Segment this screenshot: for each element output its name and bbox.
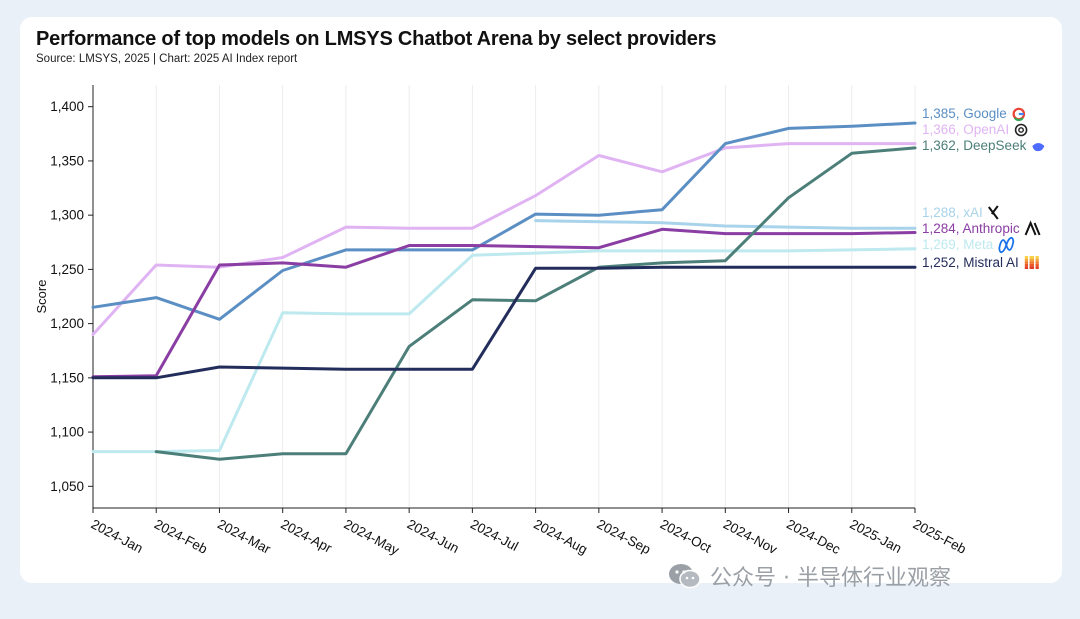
y-tick-label: 1,100 <box>50 425 84 440</box>
y-tick-label: 1,350 <box>50 153 84 168</box>
end-label-text-google: 1,385, Google <box>922 106 1007 121</box>
x-tick-label: 2024-Nov <box>721 516 780 557</box>
x-tick-label: 2025-Jan <box>847 516 904 556</box>
series-line-google <box>91 121 917 321</box>
xai-icon <box>987 205 999 220</box>
x-tick-label: 2024-Mar <box>215 516 274 557</box>
end-label-deepseek: 1,362, DeepSeek <box>922 138 1045 153</box>
x-tick-label: 2024-Jun <box>405 516 462 556</box>
wechat-icon <box>668 562 702 590</box>
google-icon <box>1012 107 1026 122</box>
series-line-meta <box>91 247 917 454</box>
y-axis-title: Score <box>34 280 49 314</box>
x-tick-label: 2024-Feb <box>152 516 210 556</box>
chart-subtitle: Source: LMSYS, 2025 | Chart: 2025 AI Ind… <box>36 53 298 65</box>
y-tick-label: 1,400 <box>50 99 84 114</box>
y-tick-label: 1,300 <box>50 208 84 223</box>
end-label-mistral-ai: 1,252, Mistral AI <box>922 255 1039 270</box>
end-label-text-xai: 1,288, xAI <box>922 205 983 220</box>
end-label-text-openai: 1,366, OpenAI <box>922 122 1009 137</box>
x-tick-label: 2024-May <box>342 516 402 558</box>
end-label-openai: 1,366, OpenAI <box>922 122 1028 137</box>
y-tick-label: 1,150 <box>50 370 84 385</box>
watermark: 公众号 · 半导体行业观察 <box>668 560 951 592</box>
deepseek-icon <box>1032 143 1045 152</box>
y-tick-label: 1,050 <box>50 479 84 494</box>
end-label-xai: 1,288, xAI <box>922 205 999 220</box>
anthropic-icon <box>1024 220 1041 236</box>
x-tick-label: 2024-Oct <box>658 516 714 555</box>
meta-icon <box>998 236 1015 254</box>
series-line-mistral-ai <box>91 265 917 380</box>
y-tick-label: 1,250 <box>50 262 84 277</box>
y-tick-label: 1,200 <box>50 316 84 331</box>
chart-title: Performance of top models on LMSYS Chatb… <box>36 28 717 50</box>
series-line-xai <box>534 219 917 230</box>
series-line-openai <box>91 142 917 336</box>
grid <box>92 85 916 508</box>
openai-icon <box>1014 123 1028 137</box>
x-tick-label: 2025-Feb <box>911 516 969 556</box>
end-label-anthropic: 1,284, Anthropic <box>922 220 1041 236</box>
end-label-text-meta: 1,269, Meta <box>922 237 994 252</box>
x-tick-label: 2024-Dec <box>784 516 843 557</box>
series-line-deepseek <box>154 146 917 461</box>
x-tick-label: 2024-Sep <box>594 516 653 557</box>
end-label-text-deepseek: 1,362, DeepSeek <box>922 138 1027 153</box>
x-tick-label: 2024-Jan <box>89 516 146 556</box>
x-tick-label: 2024-Aug <box>531 516 590 557</box>
chart-card <box>20 17 1062 583</box>
end-label-google: 1,385, Google <box>922 106 1026 122</box>
end-label-text-anthropic: 1,284, Anthropic <box>922 221 1020 236</box>
end-label-meta: 1,269, Meta <box>922 236 1015 254</box>
series-line-anthropic <box>91 227 917 379</box>
x-tick-label: 2024-Apr <box>278 516 335 556</box>
watermark-text: 公众号 · 半导体行业观察 <box>710 566 951 591</box>
x-tick-label: 2024-Jul <box>468 516 521 554</box>
end-label-text-mistral-ai: 1,252, Mistral AI <box>922 255 1019 270</box>
series-lines <box>91 121 917 461</box>
mistral-icon <box>1024 256 1039 269</box>
